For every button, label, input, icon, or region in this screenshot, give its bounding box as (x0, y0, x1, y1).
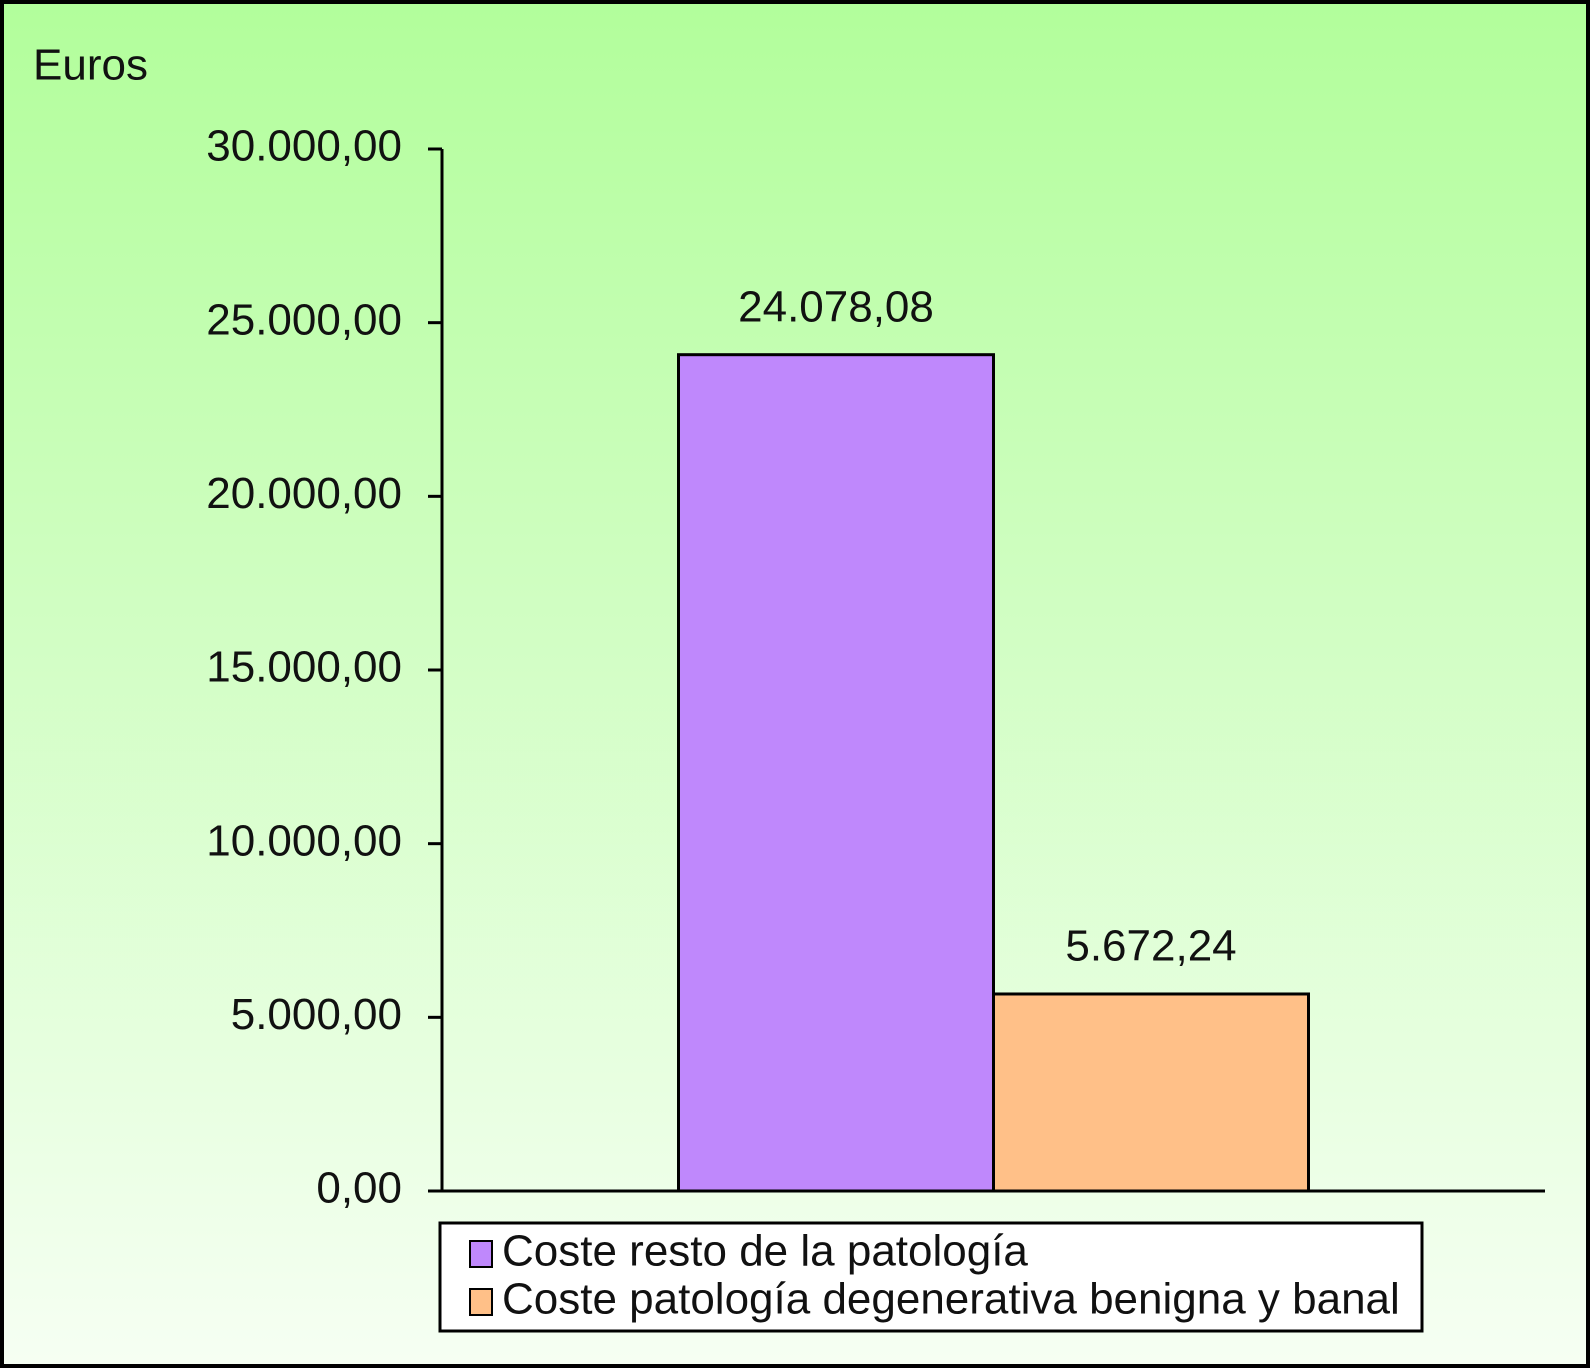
y-tick-label: 30.000,00 (206, 122, 402, 171)
value-label: 24.078,08 (738, 282, 934, 331)
y-axis-label: Euros (33, 41, 148, 90)
legend-label: Coste resto de la patología (502, 1227, 1028, 1276)
value-label: 5.672,24 (1065, 922, 1236, 971)
legend-label: Coste patología degenerativa benigna y b… (502, 1275, 1400, 1324)
y-tick-label: 10.000,00 (206, 816, 402, 865)
legend-swatch (469, 1288, 493, 1316)
y-tick-label: 20.000,00 (206, 469, 402, 518)
bar (677, 353, 995, 1193)
bar (992, 992, 1310, 1193)
legend-swatch (469, 1240, 493, 1268)
y-tick-label: 5.000,00 (231, 990, 402, 1039)
y-tick-label: 15.000,00 (206, 643, 402, 692)
y-tick-label: 25.000,00 (206, 295, 402, 344)
y-tick-label: 0,00 (316, 1164, 402, 1213)
legend-box (438, 1221, 1424, 1333)
